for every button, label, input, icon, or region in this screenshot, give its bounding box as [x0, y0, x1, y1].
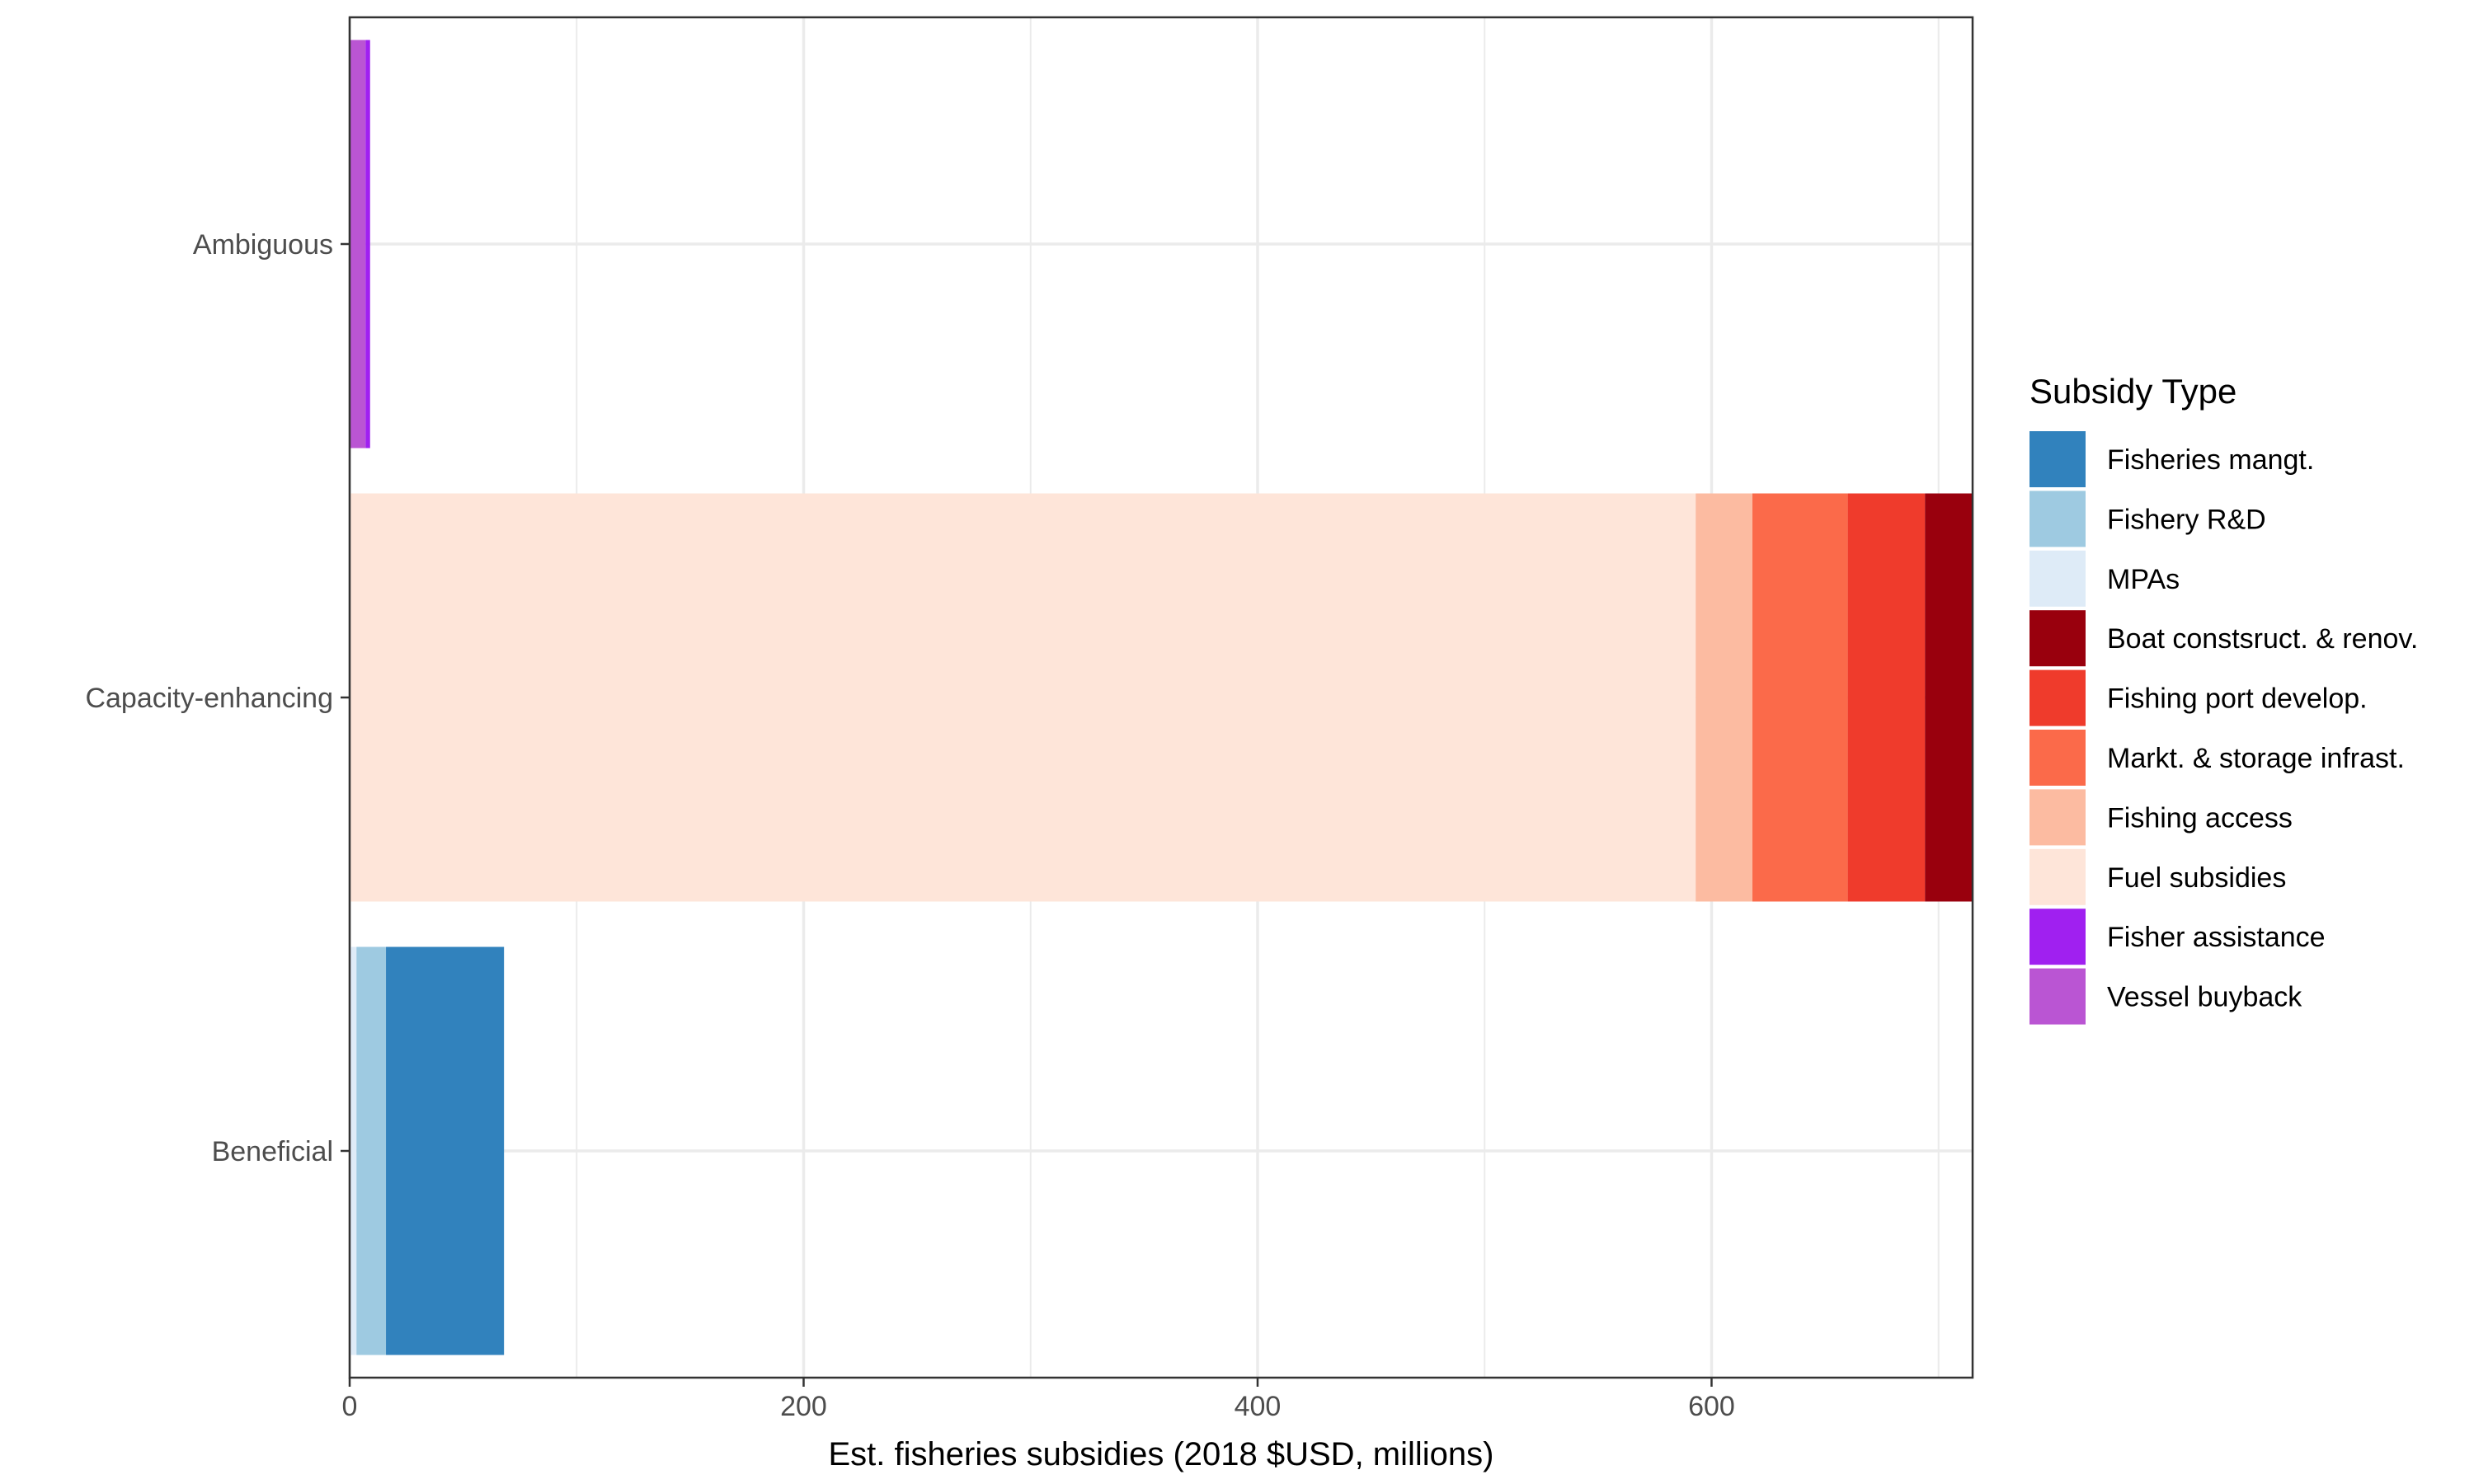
legend-key: [2030, 968, 2086, 1025]
bar-segment: [1925, 493, 1973, 902]
legend-item-label: Fishery R&D: [2107, 504, 2266, 535]
legend-key: [2030, 848, 2086, 905]
legend-item-label: Markt. & storage infrast.: [2107, 743, 2405, 774]
legend-item-label: Fishing access: [2107, 802, 2293, 834]
bar-segment: [1696, 493, 1753, 902]
x-tick-label: 400: [1235, 1391, 1282, 1422]
axes: 0 200 400 600 Beneficial Capacity-enhancing Am…: [85, 229, 1734, 1422]
bar-segment: [365, 40, 370, 448]
legend-item-label: Boat constsruct. & renov.: [2107, 623, 2418, 655]
legend-key: [2030, 550, 2086, 607]
x-tick-label: 600: [1688, 1391, 1735, 1422]
x-axis-title: Est. fisheries subsidies (2018 $USD, mil…: [829, 1436, 1494, 1472]
x-tick-label: 200: [780, 1391, 827, 1422]
legend-key: [2030, 730, 2086, 786]
bar-segment: [356, 946, 387, 1355]
legend-key: [2030, 610, 2086, 667]
legend-item-label: Fisheries mangt.: [2107, 444, 2314, 476]
bar-segment: [350, 40, 366, 448]
bar-segment: [350, 493, 1696, 902]
legend-key: [2030, 431, 2086, 487]
x-tick-label: 0: [342, 1391, 358, 1422]
legend-item-label: Fisher assistance: [2107, 922, 2326, 953]
legend-key: [2030, 909, 2086, 965]
y-tick-label: Capacity-enhancing: [85, 683, 333, 714]
legend-title: Subsidy Type: [2030, 372, 2236, 411]
bar-segment: [1847, 493, 1926, 902]
bars: [350, 40, 1973, 1355]
legend-key: [2030, 491, 2086, 547]
y-tick-label: Beneficial: [212, 1136, 333, 1167]
legend-key: [2030, 669, 2086, 726]
bar-segment: [350, 946, 357, 1355]
bar-segment: [386, 946, 505, 1355]
y-tick-label: Ambiguous: [193, 229, 333, 261]
bar-segment: [1752, 493, 1848, 902]
legend-item-label: Vessel buyback: [2107, 982, 2302, 1013]
legend: Subsidy Type Fisheries mangt. Fishery R&D…: [2030, 372, 2418, 1025]
legend-item-label: Fishing port develop.: [2107, 683, 2368, 715]
legend-key: [2030, 789, 2086, 846]
legend-item-label: MPAs: [2107, 564, 2180, 595]
legend-item-label: Fuel subsidies: [2107, 862, 2286, 894]
